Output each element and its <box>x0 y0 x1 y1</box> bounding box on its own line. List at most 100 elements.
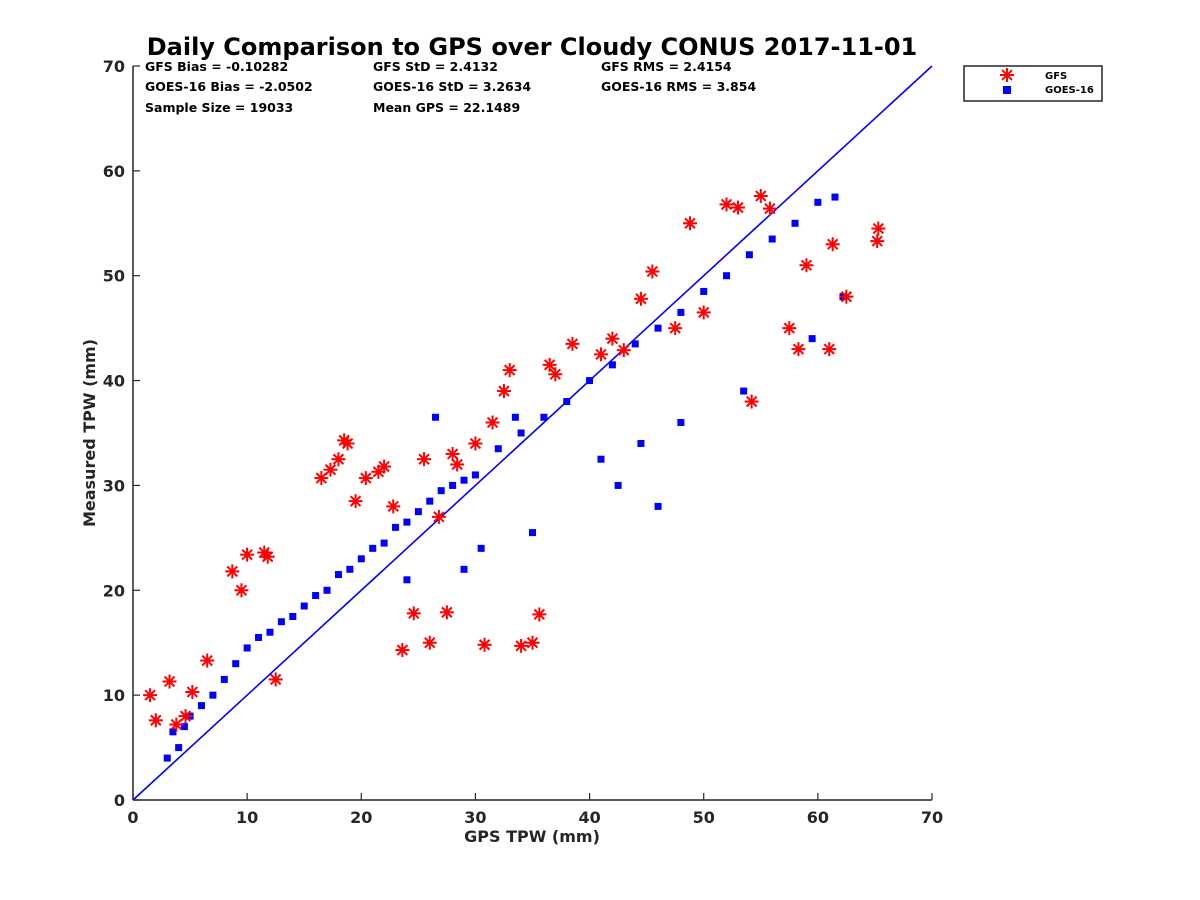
gfs-point <box>485 415 500 430</box>
stat-goes-rms: GOES-16 RMS = 3.854 <box>601 79 756 94</box>
gfs-point <box>753 189 768 204</box>
gfs-point <box>468 436 483 451</box>
goes16-point <box>334 571 342 579</box>
goes16-point <box>175 744 183 752</box>
y-tick-label: 70 <box>103 57 125 76</box>
goes16-point <box>723 272 731 280</box>
legend-box <box>963 65 1103 102</box>
gfs-point <box>532 607 547 622</box>
goes16-point <box>563 398 571 406</box>
chart-title: Daily Comparison to GPS over Cloudy CONU… <box>147 33 918 61</box>
goes16-points <box>163 193 847 762</box>
stat-mean-gps: Mean GPS = 22.1489 <box>373 100 520 115</box>
gfs-points <box>143 189 886 732</box>
gfs-point <box>323 462 338 477</box>
gfs-point <box>431 509 446 524</box>
goes16-point <box>477 544 485 552</box>
legend-gfs-asterisk <box>1000 68 1014 82</box>
goes16-point <box>312 592 320 600</box>
gfs-point <box>791 342 806 357</box>
gfs-point <box>406 606 421 621</box>
gfs-point <box>782 321 797 336</box>
goes16-point <box>289 613 297 620</box>
gfs-point <box>799 258 814 273</box>
goes16-point <box>831 193 839 201</box>
y-ticks: 0 10 20 30 40 50 60 70 <box>103 57 140 810</box>
gfs-point <box>417 452 432 467</box>
goes16-point <box>586 377 594 385</box>
goes16-point <box>266 628 274 636</box>
legend-goes16-label: GOES-16 <box>1045 85 1094 96</box>
goes16-point <box>403 518 411 526</box>
gfs-point <box>268 672 283 687</box>
goes16-point <box>768 235 776 243</box>
goes16-point <box>808 335 816 343</box>
goes16-point <box>403 576 411 584</box>
x-ticks: 0 10 20 30 40 50 60 70 <box>127 793 943 827</box>
goes16-point <box>300 602 308 610</box>
goes16-point <box>346 565 354 573</box>
goes16-point <box>169 728 177 736</box>
axes: 0 10 20 30 40 50 60 70 0 10 20 30 40 50 60 70 <box>103 57 943 827</box>
goes16-point <box>369 544 377 552</box>
gfs-point <box>870 234 885 249</box>
gfs-point <box>548 367 563 382</box>
gfs-point <box>225 564 240 579</box>
gfs-point <box>696 305 711 320</box>
gfs-point <box>645 264 660 279</box>
gfs-point <box>514 638 529 653</box>
gfs-point <box>502 363 517 378</box>
gfs-point <box>260 549 275 564</box>
stat-goes-bias: GOES-16 Bias = -2.0502 <box>145 79 313 94</box>
y-tick-label: 20 <box>103 581 125 600</box>
legend: GFS GOES-16 <box>963 65 1103 102</box>
gfs-point <box>762 201 777 216</box>
goes16-point <box>608 361 616 369</box>
goes16-point <box>814 198 822 206</box>
stats-block: GFS Bias = -0.10282 GFS StD = 2.4132 GFS… <box>145 59 756 115</box>
gfs-point <box>565 336 580 351</box>
goes16-point <box>745 251 753 259</box>
gfs-point <box>162 674 177 689</box>
goes16-point <box>277 618 285 626</box>
gfs-point <box>377 459 392 474</box>
stat-gfs-rms: GFS RMS = 2.4154 <box>601 59 732 74</box>
goes16-point <box>163 754 171 762</box>
goes16-point <box>357 555 365 563</box>
gfs-point <box>839 289 854 304</box>
goes16-point <box>255 633 263 641</box>
y-tick-label: 60 <box>103 162 125 181</box>
gfs-point <box>200 653 215 668</box>
legend-gfs-label: GFS <box>1045 71 1067 82</box>
goes16-point <box>209 691 217 699</box>
gfs-point <box>450 457 465 472</box>
gfs-point <box>234 583 249 598</box>
goes16-point <box>323 586 331 594</box>
goes16-point <box>677 308 685 316</box>
gfs-point <box>358 471 373 486</box>
y-tick-label: 40 <box>103 372 125 391</box>
gfs-point <box>730 200 745 215</box>
x-tick-label: 40 <box>578 808 600 827</box>
goes16-point <box>232 660 240 668</box>
goes16-point <box>471 471 479 479</box>
gfs-point <box>822 342 837 357</box>
y-tick-label: 30 <box>103 476 125 495</box>
goes16-point <box>437 487 445 495</box>
gfs-point <box>314 471 329 486</box>
goes16-point <box>380 539 388 547</box>
y-tick-label: 10 <box>103 686 125 705</box>
goes16-point <box>243 644 251 652</box>
goes16-point <box>220 675 228 683</box>
x-axis-label: GPS TPW (mm) <box>464 827 600 846</box>
goes16-point <box>392 523 400 531</box>
gfs-point <box>386 499 401 514</box>
gfs-point <box>445 446 460 461</box>
gfs-point <box>593 347 608 362</box>
goes16-point <box>740 387 748 395</box>
gfs-point <box>169 717 184 732</box>
gfs-point <box>616 343 631 358</box>
x-tick-label: 50 <box>693 808 715 827</box>
x-tick-label: 10 <box>236 808 258 827</box>
gfs-point <box>185 684 200 699</box>
